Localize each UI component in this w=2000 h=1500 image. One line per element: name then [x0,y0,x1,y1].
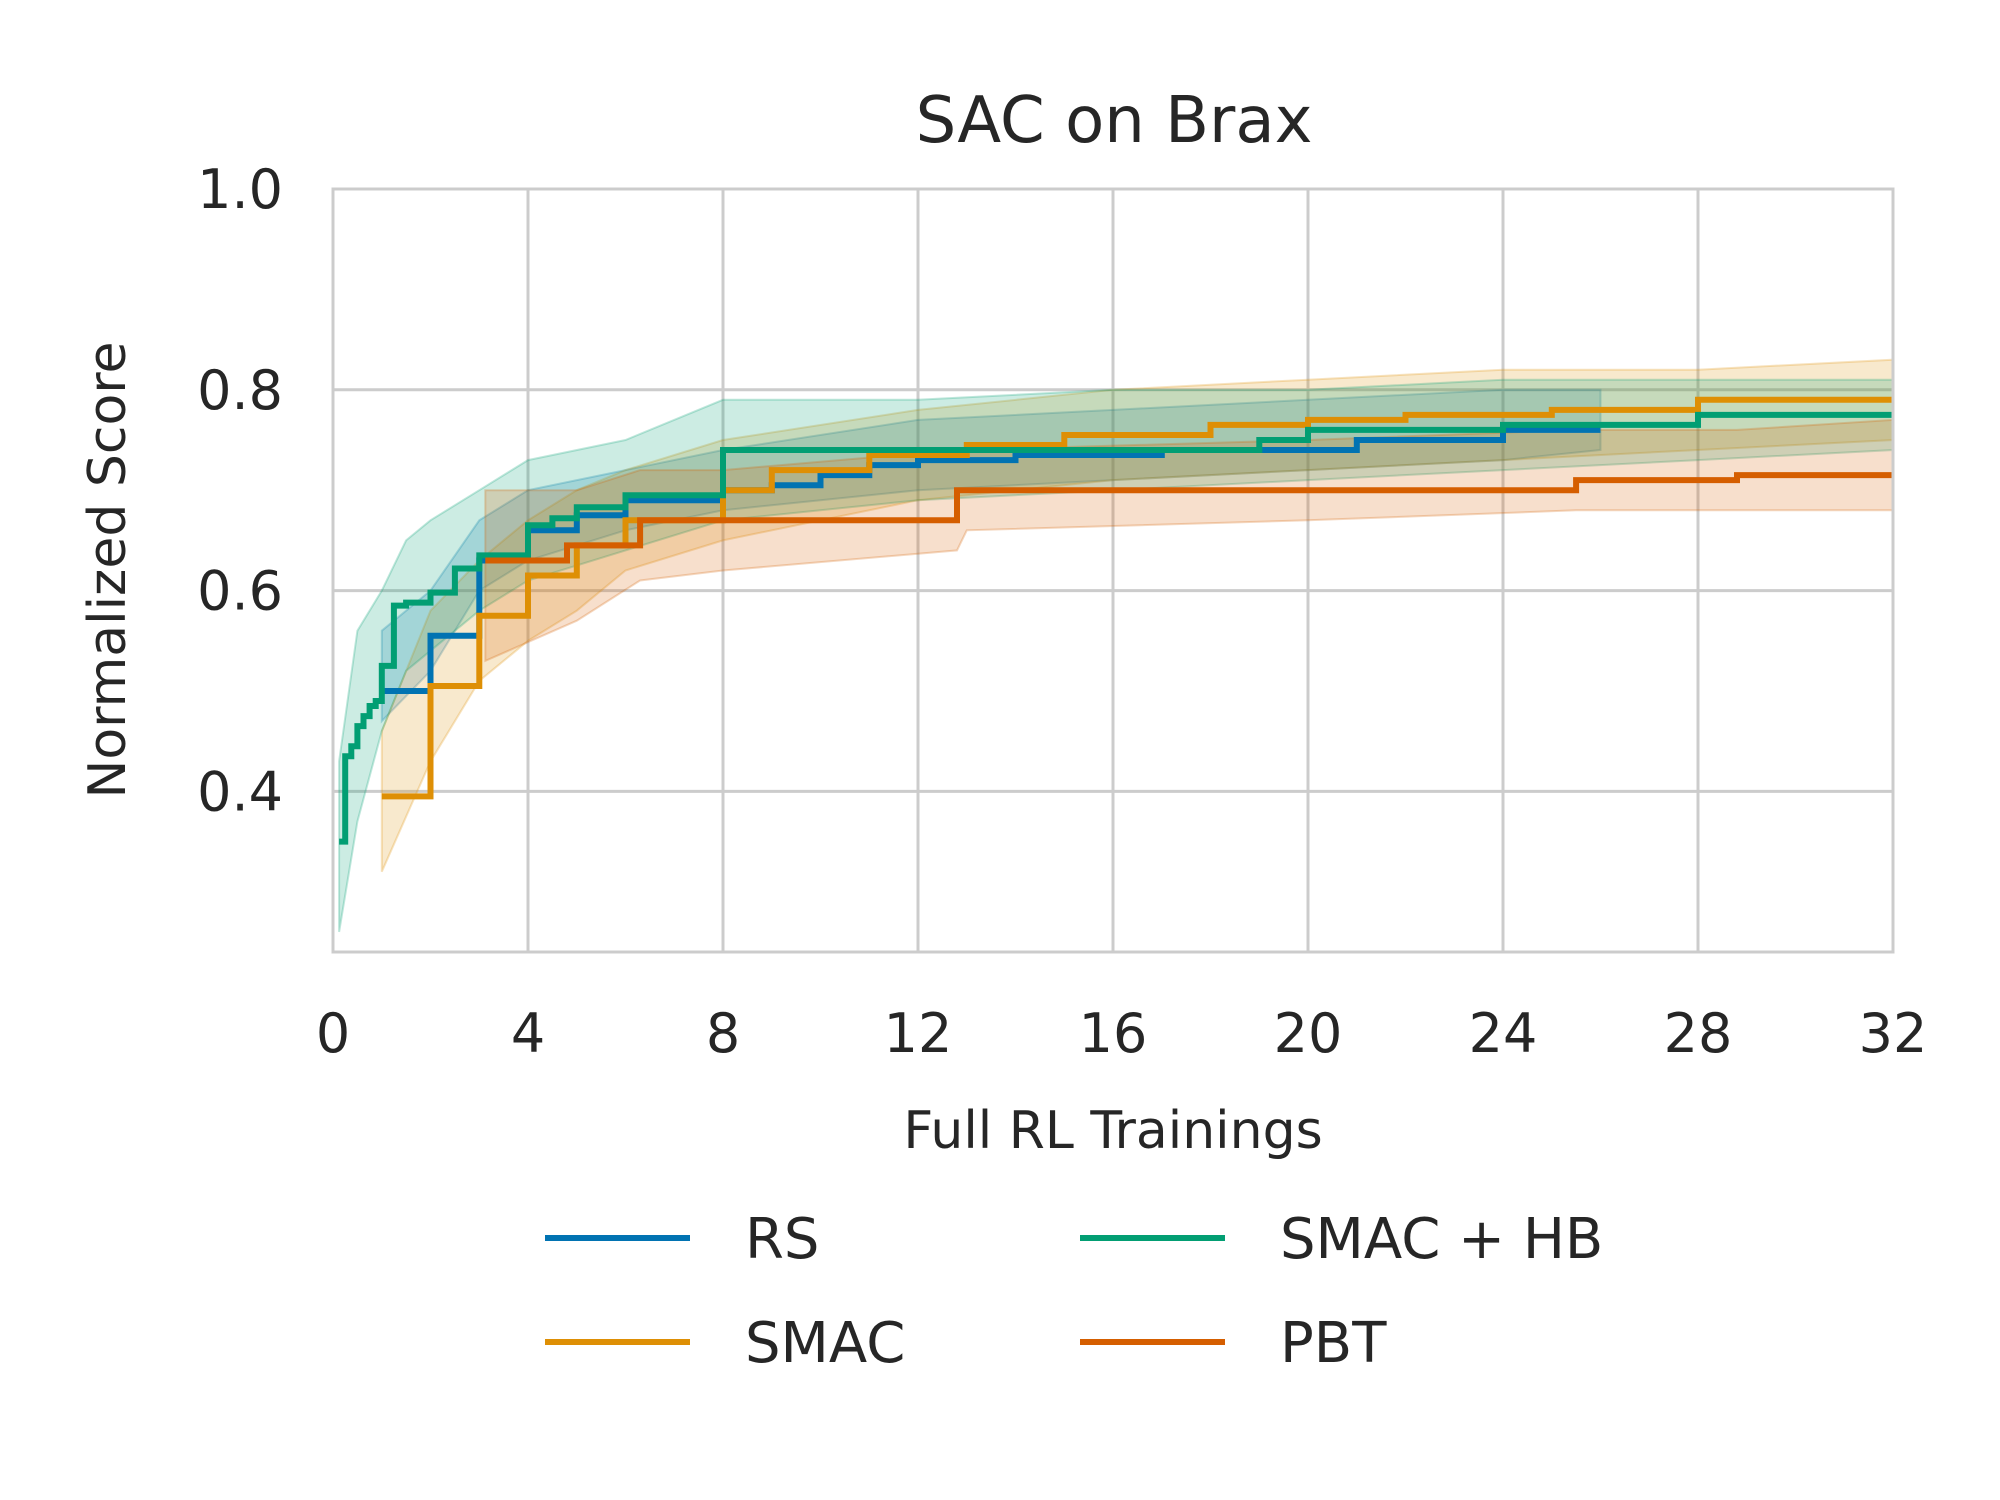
x-axis-label: Full RL Trainings [903,1101,1322,1161]
chart-title: SAC on Brax [916,84,1313,158]
legend-label-smac-hb: SMAC + HB [1280,1207,1603,1272]
x-tick-label: 16 [1079,1002,1148,1065]
band-rs [380,388,1602,724]
x-tick-labels: 0 4 8 12 16 20 24 28 32 [316,1002,1928,1065]
line-pbt [485,472,1893,564]
x-tick-label: 8 [706,1002,740,1065]
y-tick-label: 0.4 [197,760,283,823]
y-tick-labels: 0.4 0.6 0.8 1.0 [197,158,283,823]
plot-frame [331,187,1895,954]
confidence-bands [338,358,1894,933]
legend-label-smac: SMAC [745,1311,905,1376]
line-smac-hb [339,411,1893,845]
x-tick-label: 12 [884,1002,953,1065]
y-tick-label: 0.6 [197,560,283,623]
x-tick-label: 28 [1664,1002,1733,1065]
legend: RS SMAC + HB SMAC PBT [545,1207,1603,1376]
legend-label-rs: RS [745,1207,819,1272]
line-smac [381,396,1893,800]
legend-label-pbt: PBT [1280,1311,1387,1376]
x-tick-label: 0 [316,1002,350,1065]
series-lines [339,396,1893,845]
x-tick-label: 20 [1274,1002,1343,1065]
y-tick-label: 0.8 [197,359,283,422]
x-tick-label: 4 [511,1002,545,1065]
x-tick-label: 24 [1469,1002,1538,1065]
x-tick-label: 32 [1859,1002,1928,1065]
y-axis-label: Normalized Score [78,341,138,798]
y-tick-label: 1.0 [197,158,283,221]
